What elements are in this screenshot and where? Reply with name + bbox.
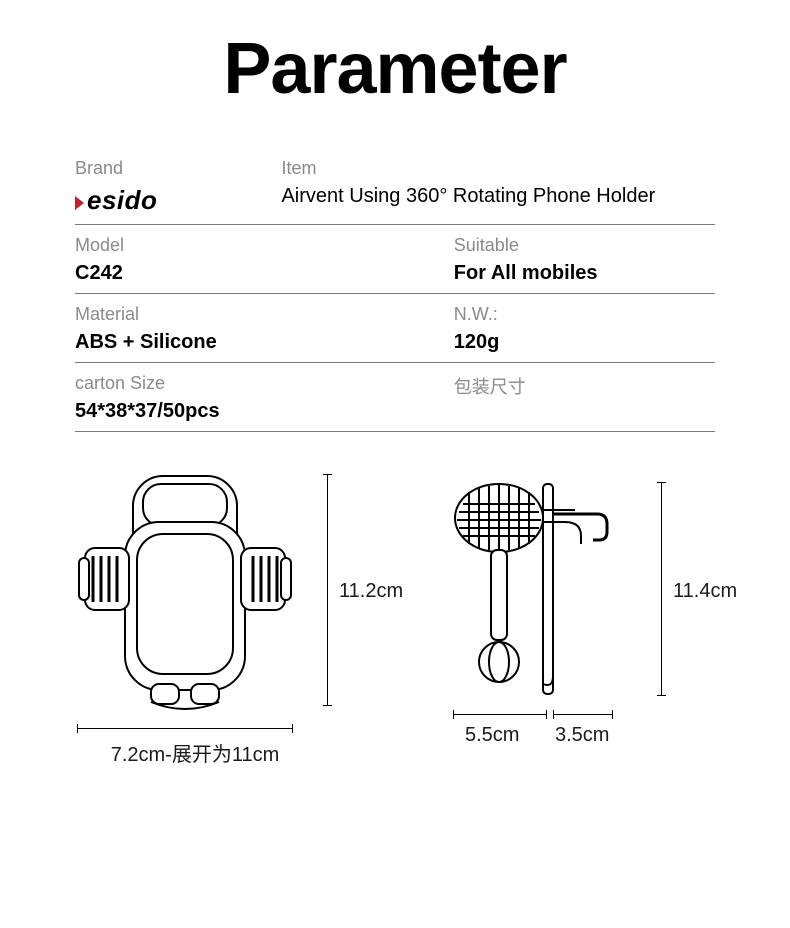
side-width1-label: 5.5cm (465, 724, 519, 747)
label-item: Item (281, 158, 715, 179)
value-nw: 120g (454, 331, 715, 354)
label-pack: 包装尺寸 (454, 373, 715, 399)
front-width-label: 7.2cm-展开为11cm (95, 738, 295, 767)
cell-nw: N.W.: 120g (454, 304, 715, 354)
spec-table: Brand esido Item Airvent Using 360° Rota… (75, 148, 715, 432)
label-brand: Brand (75, 158, 281, 179)
side-height-line (661, 482, 662, 696)
label-material: Material (75, 304, 454, 325)
brand-logo: esido (75, 185, 281, 216)
value-suitable: For All mobiles (454, 262, 715, 285)
cell-pack: 包装尺寸 (454, 373, 715, 423)
label-carton: carton Size (75, 373, 454, 394)
cell-brand: Brand esido (75, 158, 281, 216)
label-nw: N.W.: (454, 304, 715, 325)
side-width2-label: 3.5cm (555, 724, 609, 747)
cell-material: Material ABS + Silicone (75, 304, 454, 354)
front-height-label: 11.2cm (339, 580, 403, 603)
front-view-svg (55, 470, 315, 720)
value-item: Airvent Using 360° Rotating Phone Holder (281, 185, 715, 208)
spec-row-carton-pack: carton Size 54*38*37/50pcs 包装尺寸 (75, 363, 715, 432)
front-height-line (327, 474, 328, 706)
brand-logo-text: esido (87, 185, 157, 216)
value-model: C242 (75, 262, 454, 285)
page-title: Parameter (0, 28, 790, 110)
side-height-label: 11.4cm (673, 580, 737, 603)
front-width-line (77, 728, 293, 729)
side-view-svg (425, 470, 655, 720)
diagram-front: 11.2cm 7.2cm-展开为11cm (45, 470, 385, 790)
cell-item: Item Airvent Using 360° Rotating Phone H… (281, 158, 715, 216)
brand-chevron-icon (75, 196, 84, 210)
label-model: Model (75, 235, 454, 256)
spec-row-material-nw: Material ABS + Silicone N.W.: 120g (75, 294, 715, 363)
cell-model: Model C242 (75, 235, 454, 285)
spec-row-model-suitable: Model C242 Suitable For All mobiles (75, 225, 715, 294)
side-width2-line (553, 714, 613, 715)
diagram-side: 11.4cm 5.5cm 3.5cm (425, 470, 745, 790)
side-width1-line (453, 714, 547, 715)
spec-row-brand-item: Brand esido Item Airvent Using 360° Rota… (75, 148, 715, 225)
value-material: ABS + Silicone (75, 331, 454, 354)
label-suitable: Suitable (454, 235, 715, 256)
cell-carton: carton Size 54*38*37/50pcs (75, 373, 454, 423)
diagrams-area: 11.2cm 7.2cm-展开为11cm (45, 470, 745, 790)
cell-suitable: Suitable For All mobiles (454, 235, 715, 285)
value-carton: 54*38*37/50pcs (75, 400, 454, 423)
